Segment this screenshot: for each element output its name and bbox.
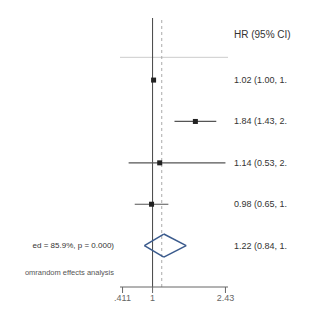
svg-text:ed = 85.9%, p = 0.000): ed = 85.9%, p = 0.000)	[33, 241, 115, 250]
svg-text:HR (95% CI): HR (95% CI)	[234, 29, 291, 40]
svg-text:1.02 (1.00, 1.: 1.02 (1.00, 1.	[234, 75, 287, 85]
svg-text:1.84 (1.43, 2.: 1.84 (1.43, 2.	[234, 116, 287, 126]
svg-text:0.98 (0.65, 1.: 0.98 (0.65, 1.	[234, 199, 287, 209]
svg-text:1.22 (0.84, 1.: 1.22 (0.84, 1.	[234, 241, 287, 251]
svg-text:1.14 (0.53, 2.: 1.14 (0.53, 2.	[234, 158, 287, 168]
svg-text:2.43: 2.43	[217, 293, 235, 303]
svg-text:omrandom effects analysis: omrandom effects analysis	[25, 268, 114, 277]
svg-text:.411: .411	[114, 293, 131, 303]
svg-text:1: 1	[150, 293, 155, 303]
